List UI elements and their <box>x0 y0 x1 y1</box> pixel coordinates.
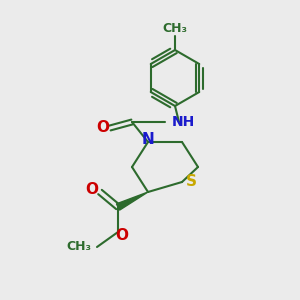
Text: O: O <box>85 182 98 197</box>
Text: O: O <box>97 119 110 134</box>
Text: CH₃: CH₃ <box>66 241 91 254</box>
Text: O: O <box>116 227 128 242</box>
Text: S: S <box>185 175 197 190</box>
Text: NH: NH <box>172 115 195 129</box>
Text: CH₃: CH₃ <box>163 22 188 35</box>
Polygon shape <box>116 192 148 210</box>
Text: N: N <box>142 133 154 148</box>
